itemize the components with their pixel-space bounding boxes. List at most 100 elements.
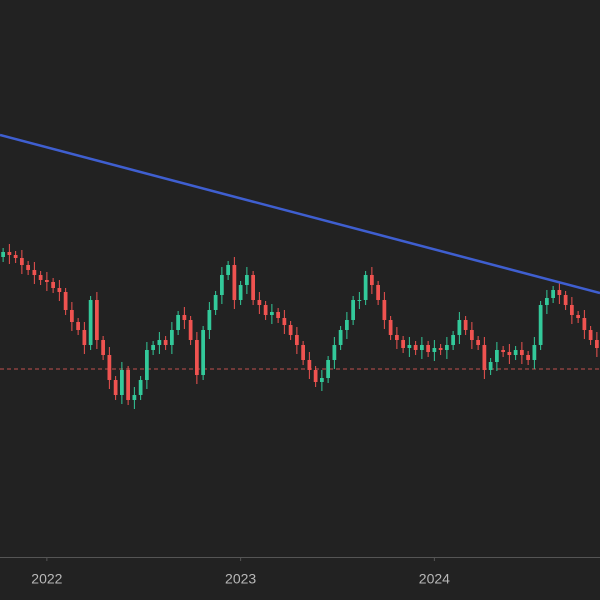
candle-body [445,345,449,350]
candle-body [270,312,274,315]
candle-body [345,320,349,330]
candle-body [195,340,199,375]
candle-body [276,312,280,318]
candle-body [120,370,124,395]
candle-body [132,395,137,400]
candle-body [288,325,293,335]
x-tick-label: 2022 [31,571,62,587]
candle-body [20,258,24,265]
candle-body [188,320,193,340]
candle-body [238,285,243,300]
candle-body [251,275,255,300]
candle-body [420,345,424,350]
candle-body [26,265,30,270]
candle-body [1,252,5,257]
candle-body [320,378,324,382]
candle-body [407,345,412,348]
candle-body [82,330,87,345]
x-tick-label: 2023 [225,571,256,587]
candle-body [395,335,399,340]
candle-body [13,255,18,258]
candle-body [513,350,518,355]
candle-body [307,360,312,370]
candle-body [426,345,430,352]
candle-body [526,355,530,360]
candle-body [507,352,512,355]
candle-body [176,315,180,330]
candle-body [538,305,543,345]
candle-body [113,380,118,395]
candle-body [545,298,549,305]
candle-body [63,292,68,310]
candle-body [301,345,305,360]
candle-body [476,340,480,345]
candle-body [7,252,12,255]
candle-body [382,300,387,320]
candle-body [582,318,587,330]
candle-body [76,322,80,330]
candle-body [32,270,37,275]
candle-body [326,360,330,378]
candle-body [370,275,374,285]
candle-body [557,290,562,295]
candle-body [232,265,237,300]
candle-body [107,355,112,380]
candle-body [551,290,555,298]
candle-body [501,350,505,352]
candle-body [332,345,337,360]
candle-body [357,300,362,301]
candle-body [520,350,524,355]
candle-body [282,318,287,325]
candle-body [338,330,343,345]
candle-body [351,300,355,320]
candle-body [563,295,568,305]
candle-body [401,340,405,348]
candle-body [263,305,268,315]
candle-body [488,362,493,370]
candle-body [182,315,187,320]
candle-body [57,288,62,292]
candle-body [126,370,130,400]
candle-body [220,275,224,295]
candle-body [482,345,487,370]
candle-body [157,340,162,345]
candle-body [145,350,149,380]
candle-body [51,282,55,288]
candle-body [201,330,205,375]
candle-body [88,300,93,345]
candle-body [495,350,499,362]
candle-body [95,300,99,340]
candle-body [438,348,443,350]
candle-body [532,345,537,360]
candle-body [363,275,368,300]
candle-body [257,300,262,305]
trendline [0,133,600,295]
candle-body [413,345,418,350]
candle-body [313,370,318,382]
candle-body [45,280,49,282]
candle-body [151,345,155,350]
candle-body [588,330,593,340]
candle-body [213,295,218,310]
candle-body [376,285,380,300]
candle-body [163,340,168,345]
candle-body [388,320,393,335]
candle-body [226,265,230,275]
candle-body [138,380,143,395]
candle-body [170,330,174,345]
x-tick-label: 2024 [419,571,450,587]
candle-body [463,320,468,330]
candle-body [595,340,599,348]
candle-body [457,320,462,335]
candle-body [576,315,580,318]
candle-body [295,335,299,345]
candle-body [245,275,249,285]
candle-body [570,305,574,315]
candle-body [470,330,474,340]
candle-body [70,310,74,322]
candle-body [451,335,455,345]
candle-body [207,310,212,330]
